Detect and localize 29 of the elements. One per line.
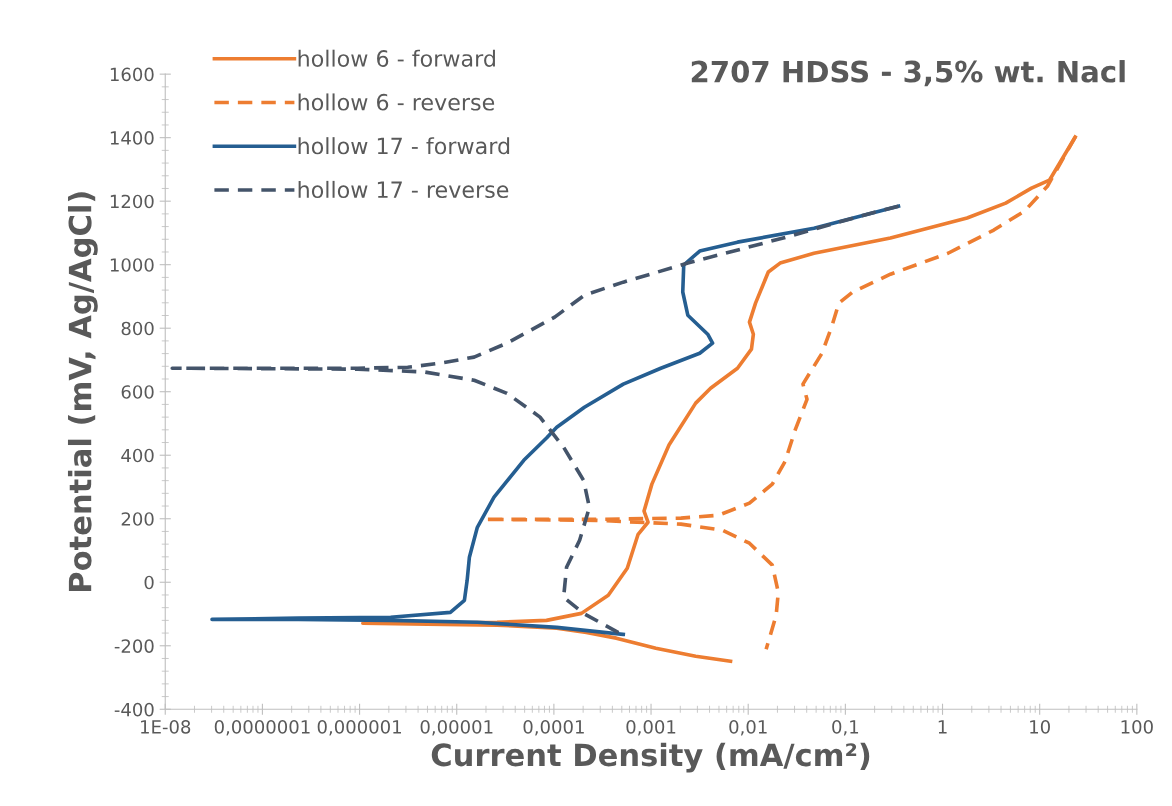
legend-label: hollow 17 - reverse [298, 180, 509, 199]
x-tick-label: 0,001 [626, 720, 676, 736]
x-tick-label: 1 [938, 720, 947, 734]
y-tick-label: 1600 [110, 67, 154, 82]
legend-label: hollow 6 - forward [298, 49, 495, 67]
x-tick-label: 0,01 [729, 720, 767, 736]
y-tick-label: -400 [114, 702, 154, 717]
legend-label: hollow 6 - reverse [298, 93, 495, 111]
y-tick-label: 1200 [110, 194, 154, 209]
legend-label: hollow 17 - forward [298, 137, 510, 155]
x-tick-label: 1E-08 [141, 720, 191, 734]
y-tick-label: 200 [121, 512, 154, 526]
x-tick-label: 100 [1121, 720, 1153, 734]
x-tick-label: 10 [1030, 720, 1050, 734]
y-tick-label: 0 [144, 575, 154, 590]
x-tick-label: 0,000001 [317, 720, 401, 736]
x-axis-title: Current Density (mA/cm²) [431, 742, 870, 773]
y-tick-label: 600 [121, 385, 154, 399]
x-tick-label: 0,1 [832, 720, 859, 736]
x-tick-label: 0,00001 [420, 720, 493, 736]
x-tick-label: 0,0000001 [214, 720, 310, 736]
x-tick-label: 0,0001 [523, 720, 584, 736]
y-tick-label: 800 [121, 321, 154, 336]
y-tick-label: 400 [121, 448, 154, 463]
y-tick-label: 1000 [110, 258, 154, 272]
y-tick-label: -200 [114, 639, 154, 653]
y-axis-title: Potential (mV, Ag/AgCl) [67, 192, 98, 591]
chart-title: 2707 HDSS - 3,5% wt. Nacl [691, 60, 1125, 87]
y-tick-label: 1400 [110, 131, 154, 145]
